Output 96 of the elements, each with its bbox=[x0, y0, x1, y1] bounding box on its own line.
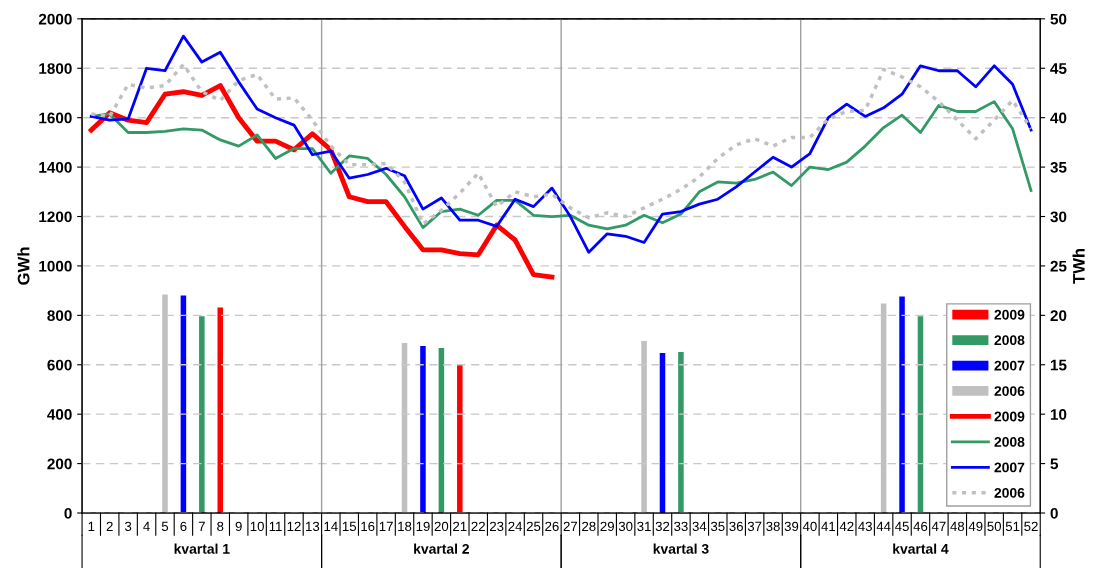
bar bbox=[420, 345, 426, 514]
text: kvartal 2 bbox=[414, 543, 470, 554]
x-tick-label: 47 bbox=[931, 521, 946, 531]
x-tick-label: 1 bbox=[88, 521, 95, 531]
text: kvartal 1 bbox=[174, 543, 230, 554]
x-tick-label: 7 bbox=[198, 521, 205, 531]
bar bbox=[199, 316, 205, 514]
y-axis-title: GWh bbox=[17, 247, 30, 285]
x-tick-label: 43 bbox=[858, 521, 872, 532]
y2-tick-label: 45 bbox=[1050, 63, 1067, 74]
y2-tick-label: 10 bbox=[1050, 409, 1067, 420]
x-tick-label: 6 bbox=[180, 521, 187, 532]
x-tick-label: 20 bbox=[434, 521, 449, 532]
x-tick-label: 23 bbox=[489, 521, 504, 532]
x-tick-label: 10 bbox=[250, 521, 264, 532]
legend-label: 2007 bbox=[994, 462, 1025, 473]
x-tick-label: 32 bbox=[655, 521, 670, 532]
bar bbox=[659, 352, 666, 514]
text: kvartal 3 bbox=[653, 543, 709, 554]
y-tick-label: 1600 bbox=[39, 112, 72, 124]
x-tick-label: 13 bbox=[306, 521, 320, 532]
x-tick-label: 9 bbox=[235, 521, 242, 532]
legend-label: 2008 bbox=[994, 335, 1025, 346]
x-tick-label: 29 bbox=[600, 521, 614, 532]
y2-tick-label: 20 bbox=[1050, 310, 1067, 322]
x-tick-label: 5 bbox=[161, 521, 169, 532]
x-tick-label: 48 bbox=[950, 521, 965, 532]
x-tick-label: 37 bbox=[747, 521, 762, 532]
x-tick-label: 40 bbox=[802, 521, 817, 532]
y2-tick-label: 15 bbox=[1050, 359, 1067, 371]
x-tick-label: 22 bbox=[471, 521, 485, 531]
y-tick-label: 800 bbox=[47, 310, 72, 322]
x-tick-label: 25 bbox=[526, 521, 541, 532]
x-tick-label: 14 bbox=[324, 521, 338, 531]
legend-label: 2009 bbox=[994, 309, 1025, 320]
y-tick-label: 1000 bbox=[39, 260, 72, 272]
x-tick-label: 39 bbox=[784, 521, 799, 532]
x-tick-label: 52 bbox=[1024, 521, 1038, 532]
x-tick-label: 8 bbox=[217, 521, 224, 532]
x-tick-label: 27 bbox=[563, 521, 578, 531]
x-tick-label: 30 bbox=[618, 521, 633, 532]
x-tick-label: 34 bbox=[692, 521, 707, 532]
bar bbox=[678, 351, 684, 514]
y-tick-label: 1400 bbox=[39, 161, 72, 173]
x-tick-label: 12 bbox=[287, 521, 301, 531]
text: kvartal 4 bbox=[893, 543, 949, 554]
x-tick-label: 21 bbox=[453, 521, 467, 531]
y2-tick-label: 40 bbox=[1050, 112, 1067, 124]
x-tick-label: 17 bbox=[379, 521, 393, 531]
legend-label: 2009 bbox=[994, 411, 1025, 422]
y2-tick-label: 50 bbox=[1050, 13, 1067, 25]
x-tick-label: 18 bbox=[398, 521, 412, 532]
y-tick-label: 1800 bbox=[39, 63, 72, 74]
x-tick-label: 24 bbox=[508, 521, 523, 531]
x-tick-label: 46 bbox=[913, 521, 928, 532]
x-tick-label: 35 bbox=[710, 521, 725, 532]
y-tick-label: 200 bbox=[47, 458, 72, 470]
legend-label: 2008 bbox=[994, 437, 1025, 447]
x-tick-label: 16 bbox=[361, 521, 375, 532]
x-tick-label: 26 bbox=[545, 521, 559, 532]
y2-tick-label: 25 bbox=[1050, 260, 1067, 272]
y-tick-label: 600 bbox=[47, 359, 72, 371]
line-series bbox=[88, 83, 555, 280]
legend-label: 2007 bbox=[994, 360, 1025, 371]
x-tick-label: 11 bbox=[269, 521, 282, 531]
x-tick-label: 33 bbox=[674, 521, 688, 532]
x-tick-label: 41 bbox=[821, 521, 836, 531]
x-tick-label: 15 bbox=[342, 521, 357, 532]
x-tick-label: 3 bbox=[124, 521, 132, 532]
x-tick-label: 45 bbox=[895, 521, 909, 532]
x-tick-label: 42 bbox=[839, 521, 854, 531]
x-tick-label: 2 bbox=[106, 521, 113, 531]
x-tick-label: 44 bbox=[876, 521, 891, 531]
y-tick-label: 1200 bbox=[39, 211, 72, 223]
line-series bbox=[89, 34, 1033, 254]
x-tick-label: 51 bbox=[1005, 521, 1020, 532]
x-tick-label: 49 bbox=[968, 521, 983, 532]
x-tick-label: 38 bbox=[766, 521, 780, 532]
y2-axis-title: TWh bbox=[1072, 248, 1085, 284]
bar bbox=[899, 296, 905, 514]
x-tick-label: 31 bbox=[637, 521, 651, 532]
y2-tick-label: 35 bbox=[1050, 161, 1067, 173]
y2-tick-label: 5 bbox=[1050, 458, 1059, 470]
y-tick-label: 0 bbox=[64, 507, 72, 519]
y2-tick-label: 30 bbox=[1050, 211, 1067, 223]
y-tick-label: 2000 bbox=[38, 13, 72, 25]
legend-label: 2006 bbox=[994, 386, 1025, 396]
bar bbox=[457, 364, 463, 514]
x-tick-label: 28 bbox=[582, 521, 596, 532]
x-tick-label: 50 bbox=[987, 521, 1001, 532]
legend-label: 2006 bbox=[994, 487, 1025, 498]
y-tick-label: 400 bbox=[47, 409, 72, 420]
x-tick-label: 19 bbox=[416, 521, 430, 532]
x-tick-label: 4 bbox=[143, 521, 150, 531]
x-tick-label: 36 bbox=[729, 521, 743, 532]
y2-tick-label: 0 bbox=[1050, 507, 1058, 519]
